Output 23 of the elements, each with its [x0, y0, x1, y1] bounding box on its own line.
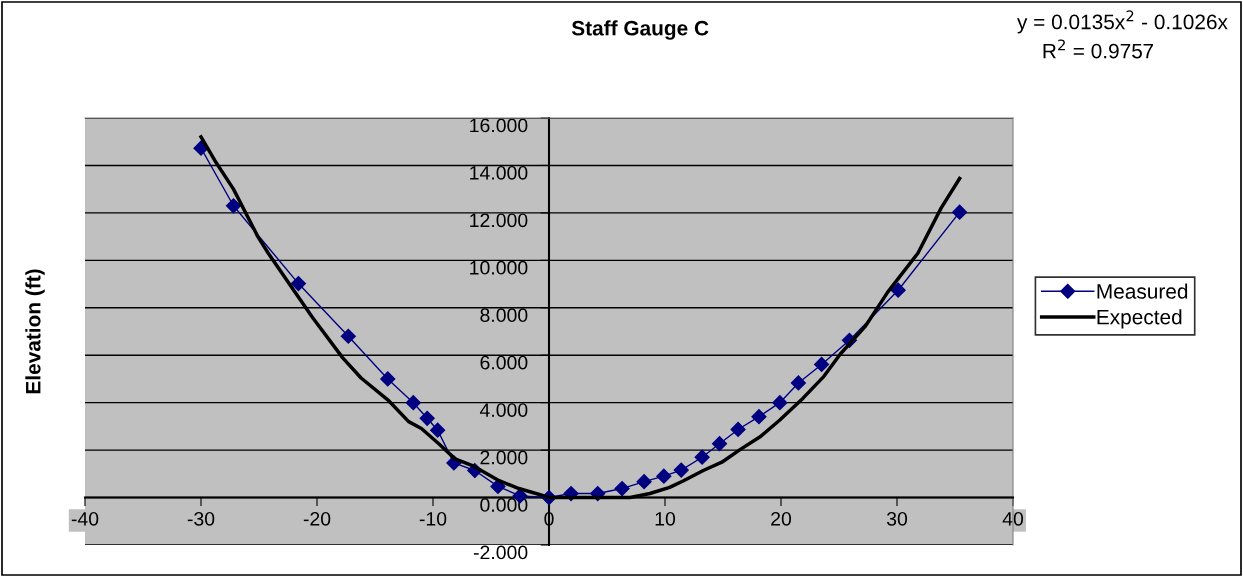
y-tick-label: 16.000: [470, 118, 528, 133]
text: R$^{2}$ = 0.9757: [1043, 39, 1153, 59]
x-tick-label: 30: [886, 511, 908, 526]
legend-label: Measured: [1097, 283, 1188, 299]
x-tick-label: -30: [187, 511, 215, 526]
chart-title: Staff Gauge C: [571, 20, 709, 40]
y-tick-label: 10.000: [470, 260, 528, 275]
x-tick-label: -20: [303, 511, 331, 526]
y-tick-label: 6.000: [480, 355, 528, 370]
y-axis-title: Elevation (ft): [25, 269, 45, 394]
x-tick-label: 20: [771, 511, 792, 526]
y-tick-label: -2.000: [473, 545, 528, 560]
y-tick-label: 14.000: [470, 165, 528, 180]
x-tick-label: 10: [655, 511, 676, 526]
y-tick-label: 4.000: [479, 403, 528, 417]
y-tick-label: 2.000: [480, 450, 528, 465]
x-tick-label: -40: [71, 511, 99, 526]
x-tick-label: -10: [419, 511, 447, 526]
text: y = 0.0135x$^{2}$ - 0.1026x: [1017, 10, 1228, 34]
y-tick-label: 8.000: [480, 308, 528, 323]
x-tick-label: 40: [1002, 511, 1024, 526]
legend-label: Expected: [1097, 309, 1182, 329]
y-tick-label: 12.000: [470, 213, 528, 228]
